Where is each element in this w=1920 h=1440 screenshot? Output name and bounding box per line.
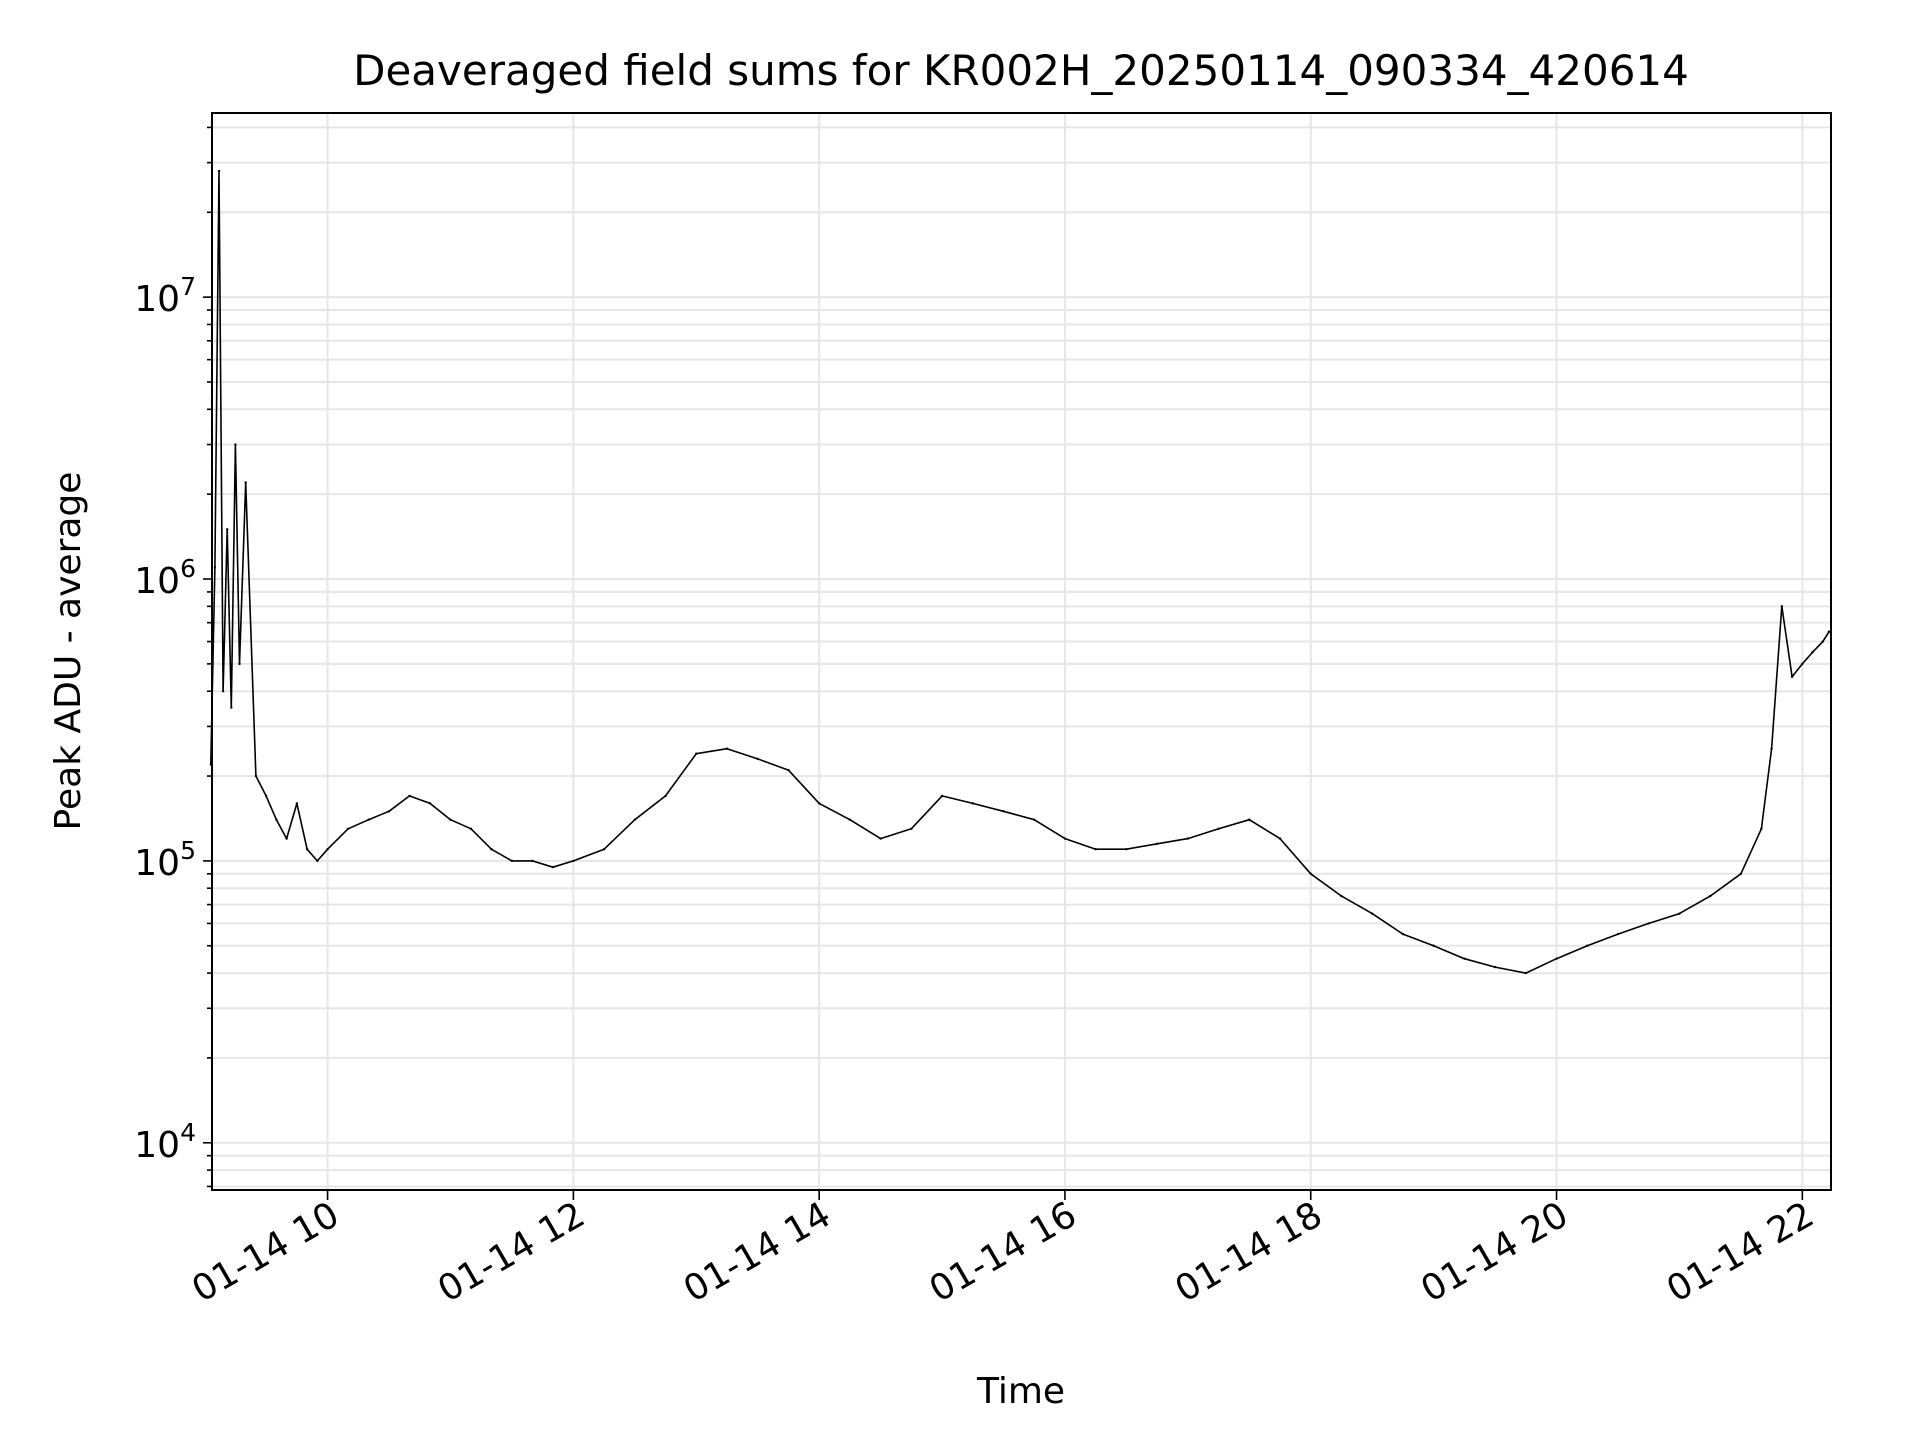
data-point [1790, 675, 1794, 678]
data-point [1002, 810, 1005, 813]
data-point [1186, 837, 1190, 840]
data-point [230, 706, 233, 709]
x-axis-label: Time [976, 1371, 1065, 1412]
data-point [1821, 640, 1825, 643]
data-point [305, 848, 309, 851]
data-point [1370, 912, 1374, 915]
data-point [1586, 944, 1589, 947]
data-point [910, 827, 913, 830]
data-point [1616, 932, 1620, 936]
data-point [285, 837, 288, 840]
data-point [244, 481, 247, 484]
data-point [1217, 827, 1220, 830]
data-point [1340, 894, 1343, 898]
data-point [551, 865, 555, 869]
data-point [1647, 922, 1650, 925]
data-point [787, 768, 790, 772]
data-point [264, 794, 268, 798]
data-point [1739, 872, 1743, 875]
data-point [879, 837, 882, 840]
data-point [1033, 818, 1036, 821]
data-point [209, 763, 213, 766]
data-point [664, 794, 667, 798]
data-point [1801, 662, 1804, 666]
data-point [469, 827, 473, 830]
data-point [238, 662, 241, 666]
data-point [1780, 605, 1784, 608]
data-point [1401, 932, 1405, 936]
data-point [756, 757, 759, 761]
data-point [449, 818, 452, 821]
data-point [971, 802, 974, 805]
data-point [1678, 912, 1681, 915]
data-point [725, 747, 729, 750]
data-point [1811, 651, 1814, 654]
data-point [275, 818, 278, 821]
y-axis: 104 105 106 107 [134, 126, 212, 1188]
data-point [1155, 842, 1159, 845]
data-point [226, 528, 229, 531]
data-point [1063, 837, 1067, 840]
data-point [1094, 848, 1097, 851]
data-point [387, 810, 391, 813]
data-point [848, 818, 852, 821]
data-point [695, 752, 698, 755]
data-point [817, 802, 821, 805]
data-point [234, 443, 237, 446]
y-tick-label: 107 [134, 272, 196, 320]
data-point [1248, 818, 1251, 821]
data-point [295, 802, 299, 805]
data-point [217, 169, 221, 173]
data-point [490, 848, 493, 851]
plot-frame [211, 112, 1832, 1191]
data-point [1770, 747, 1773, 750]
data-point [1493, 965, 1497, 969]
data-point [602, 848, 606, 851]
data-point [213, 566, 217, 569]
data-point [428, 802, 432, 805]
data-point [633, 818, 637, 821]
data-point [367, 818, 370, 821]
data-point [1309, 872, 1312, 875]
data-point [326, 848, 329, 851]
data-point [316, 859, 319, 863]
data-point [1278, 837, 1282, 840]
y-tick-label: 106 [134, 554, 196, 602]
y-axis-label: Peak ADU - average [48, 472, 89, 831]
data-point [221, 689, 225, 693]
data-point [1708, 894, 1712, 898]
data-point [1463, 957, 1466, 960]
data-point [1760, 827, 1763, 830]
data-point [531, 859, 534, 863]
data-point [1827, 630, 1831, 633]
data-point [572, 859, 575, 863]
data-point [1555, 957, 1558, 960]
data-point [940, 794, 944, 798]
grid [212, 113, 1831, 1190]
data-point [346, 827, 350, 830]
data-point [1524, 971, 1528, 975]
y-tick-label: 104 [134, 1118, 196, 1166]
data-point [408, 794, 411, 798]
data-point [254, 774, 258, 778]
data-point [1125, 848, 1128, 851]
y-tick-label: 105 [134, 836, 196, 884]
line-layer [209, 169, 1831, 975]
chart-title: Deaveraged field sums for KR002H_2025011… [353, 46, 1689, 95]
data-point [510, 859, 514, 863]
data-point [1432, 944, 1435, 947]
